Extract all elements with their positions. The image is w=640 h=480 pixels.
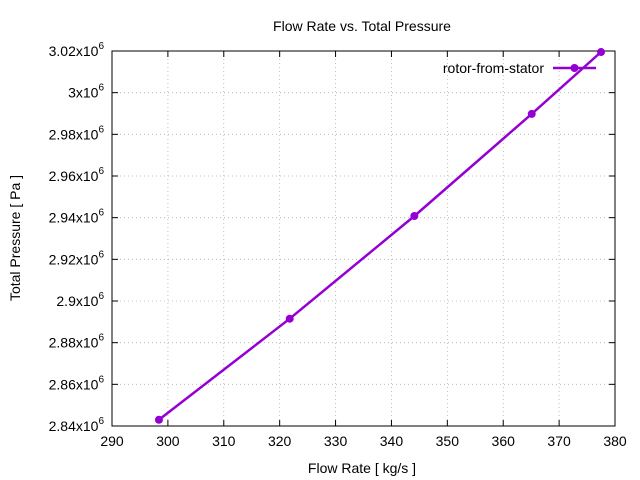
y-tick-label: 3x106 — [68, 83, 104, 101]
x-tick-label: 370 — [547, 433, 571, 449]
legend-label: rotor-from-stator — [443, 60, 544, 76]
x-tick-label: 350 — [436, 433, 460, 449]
chart-title: Flow Rate vs. Total Pressure — [273, 18, 451, 34]
x-tick-label: 320 — [268, 433, 292, 449]
y-tick-label: 2.96x106 — [49, 166, 105, 184]
x-tick-label: 380 — [603, 433, 627, 449]
y-axis: 2.84x106 2.86x106 2.88x106 2.9x106 2.92x106 2… — [49, 41, 615, 434]
y-axis-title: Total Pressure [ Pa ] — [7, 175, 23, 301]
x-tick-label: 290 — [100, 433, 124, 449]
y-tick-label: 2.98x106 — [49, 124, 105, 142]
x-axis-title: Flow Rate [ kg/s ] — [308, 460, 416, 476]
data-point — [597, 48, 606, 57]
data-point — [410, 212, 419, 220]
x-tick-label: 340 — [380, 433, 404, 449]
series-layer — [154, 48, 606, 424]
data-point — [154, 415, 163, 424]
legend: rotor-from-stator — [443, 60, 596, 76]
y-tick-label: 2.84x106 — [49, 416, 105, 434]
x-tick-label: 300 — [156, 433, 180, 449]
x-tick-label: 360 — [492, 433, 516, 449]
data-point — [285, 314, 294, 323]
grid — [112, 51, 615, 426]
y-tick-label: 3.02x106 — [49, 41, 105, 59]
y-tick-label: 2.88x106 — [49, 333, 105, 351]
legend-swatch-marker — [570, 64, 579, 72]
data-point — [527, 109, 536, 118]
x-axis: 290 300 310 320 330 340 350 360 370 380 — [100, 51, 627, 449]
y-tick-label: 2.86x106 — [49, 374, 105, 392]
y-tick-label: 2.9x106 — [56, 291, 104, 309]
series-line — [158, 51, 602, 421]
y-tick-label: 2.92x106 — [49, 249, 105, 267]
x-tick-label: 310 — [212, 433, 236, 449]
x-tick-label: 330 — [324, 433, 348, 449]
y-tick-label: 2.94x106 — [49, 208, 105, 226]
plot-frame — [111, 50, 616, 427]
